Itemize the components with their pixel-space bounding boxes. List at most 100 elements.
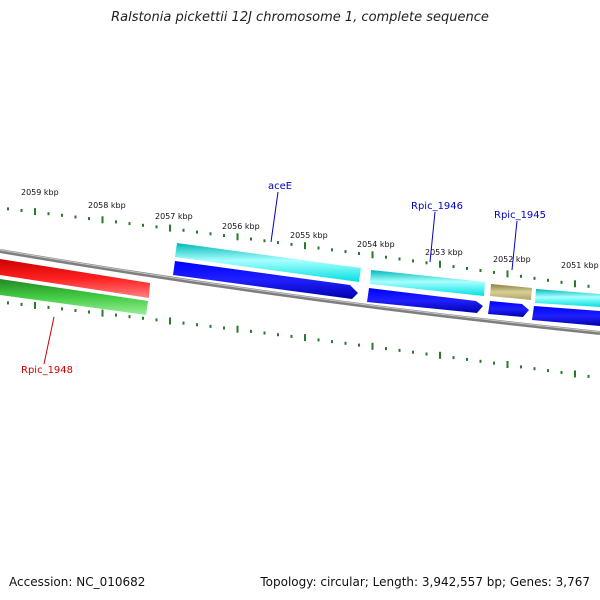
upper-ruler-tick xyxy=(574,280,576,288)
green-gene-track xyxy=(0,279,148,315)
upper-ruler-tick xyxy=(115,220,117,224)
lower-ruler-tick xyxy=(560,371,563,374)
lower-ruler-tick xyxy=(182,321,185,325)
red-gene-track xyxy=(0,259,150,298)
upper-ruler-tick xyxy=(196,230,198,234)
upper-ruler-ticks xyxy=(7,207,590,288)
lower-ruler-tick xyxy=(209,324,212,328)
gene-label-acee[interactable]: aceE xyxy=(268,181,292,192)
ruler-label: 2051 kbp xyxy=(561,261,599,270)
lower-ruler-tick xyxy=(520,365,522,369)
lower-ruler-tick xyxy=(34,301,36,309)
ruler-label: 2053 kbp xyxy=(425,248,463,257)
lower-ruler-tick xyxy=(196,323,198,327)
upper-ruler-tick xyxy=(101,216,104,224)
lower-ruler-tick xyxy=(20,302,23,306)
upper-ruler-tick xyxy=(385,255,387,259)
lower-ruler-tick xyxy=(304,334,306,342)
upper-ruler-tick xyxy=(452,265,455,269)
cyan-feature-rpic-1946 xyxy=(370,270,485,296)
cds-arrow-rpic-1945 xyxy=(488,301,529,317)
cds-arrow-rpic-1946 xyxy=(367,288,483,313)
lower-ruler-tick xyxy=(101,309,104,317)
lower-ruler-tick xyxy=(452,356,455,360)
ruler-label: 2055 kbp xyxy=(290,231,328,240)
lower-ruler-tick xyxy=(331,340,333,344)
upper-ruler-tick xyxy=(466,267,468,270)
lower-ruler-tick xyxy=(169,317,171,325)
lower-ruler-tick xyxy=(142,316,144,320)
cyan-feature-acee xyxy=(175,243,361,282)
upper-ruler-tick xyxy=(263,239,266,243)
upper-ruler-tick xyxy=(20,209,23,212)
upper-ruler-tick xyxy=(547,278,549,282)
upper-ruler-tick xyxy=(47,212,50,216)
label-line-rpic-1948 xyxy=(43,316,55,365)
lower-ruler-tick xyxy=(493,361,495,365)
khaki-feature-rpic-1945 xyxy=(490,284,532,300)
lower-ruler-tick xyxy=(574,370,576,378)
lower-ruler-tick xyxy=(439,351,441,359)
upper-ruler-tick xyxy=(331,248,333,252)
upper-ruler-tick xyxy=(358,252,360,255)
upper-ruler-tick xyxy=(74,215,77,219)
upper-ruler-tick xyxy=(398,257,401,261)
lower-ruler-tick xyxy=(371,342,374,350)
map-title: Ralstonia pickettii 12J chromosome 1, co… xyxy=(111,10,489,25)
lower-ruler-tick xyxy=(61,307,63,311)
chromosome-backbone-highlight xyxy=(0,249,600,333)
lower-ruler-tick xyxy=(587,374,590,378)
upper-ruler-tick xyxy=(344,250,347,254)
lower-ruler-tick xyxy=(533,367,536,371)
lower-ruler-tick xyxy=(466,357,468,361)
upper-ruler-tick xyxy=(439,260,441,268)
cyan-feature-right xyxy=(535,289,600,307)
lower-ruler-tick xyxy=(547,369,549,373)
upper-ruler-tick xyxy=(506,270,509,278)
lower-ruler-ticks xyxy=(7,301,590,378)
chromosome-backbone xyxy=(0,249,600,335)
upper-ruler-tick xyxy=(223,234,225,237)
upper-ruler-tick xyxy=(142,223,144,227)
lower-ruler-tick xyxy=(74,309,77,312)
upper-ruler-tick xyxy=(209,232,212,236)
label-line-rpic-1945 xyxy=(511,220,518,271)
lower-ruler-tick xyxy=(115,313,117,317)
upper-ruler-tick xyxy=(250,237,252,241)
upper-ruler-tick xyxy=(61,213,63,217)
upper-ruler-tick xyxy=(128,222,131,226)
lower-ruler-tick xyxy=(290,334,293,338)
upper-ruler-tick xyxy=(587,284,590,288)
upper-ruler-tick xyxy=(493,270,495,274)
label-line-rpic-1946 xyxy=(429,211,436,263)
upper-ruler-tick xyxy=(520,274,522,278)
upper-ruler-tick xyxy=(169,224,171,232)
upper-ruler-tick xyxy=(236,233,239,241)
gene-label-rpic-1946[interactable]: Rpic_1946 xyxy=(411,201,463,212)
lower-ruler-tick xyxy=(250,329,252,333)
lower-ruler-tick xyxy=(88,310,90,314)
ruler-label: 2057 kbp xyxy=(155,212,193,221)
ruler-label: 2056 kbp xyxy=(222,222,260,231)
accession-text: Accession: NC_010682 xyxy=(9,575,146,589)
lower-ruler-tick xyxy=(47,305,50,309)
lower-ruler-tick xyxy=(425,352,428,356)
upper-ruler-tick xyxy=(7,207,9,211)
cds-arrow-acee xyxy=(173,261,358,299)
lower-ruler-tick xyxy=(385,347,387,351)
lower-ruler-tick xyxy=(344,341,347,345)
upper-ruler-tick xyxy=(533,276,536,280)
lower-ruler-tick xyxy=(358,343,360,347)
lower-ruler-tick xyxy=(263,331,266,335)
lower-ruler-tick xyxy=(317,338,320,342)
upper-ruler-tick xyxy=(88,217,90,221)
lower-ruler-tick xyxy=(398,348,401,352)
lower-ruler-tick xyxy=(277,333,279,337)
lower-ruler-tick xyxy=(236,325,239,333)
ruler-label: 2059 kbp xyxy=(21,188,59,197)
upper-ruler-tick xyxy=(277,241,279,245)
gene-label-rpic-1945[interactable]: Rpic_1945 xyxy=(494,210,546,221)
upper-ruler-tick xyxy=(425,261,428,265)
gene-label-rpic-1948[interactable]: Rpic_1948 xyxy=(21,365,73,376)
